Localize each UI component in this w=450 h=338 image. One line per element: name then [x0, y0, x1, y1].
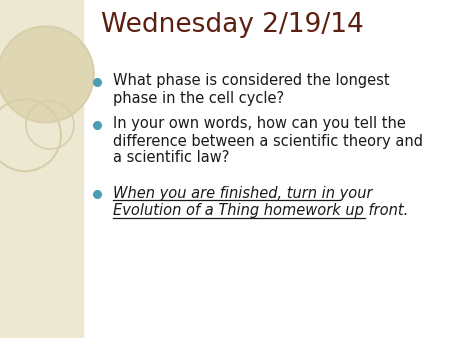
Text: When you are finished, turn in your: When you are finished, turn in your	[113, 186, 373, 201]
Text: Wednesday 2/19/14: Wednesday 2/19/14	[101, 12, 364, 38]
Text: phase in the cell cycle?: phase in the cell cycle?	[113, 91, 284, 106]
Text: a scientific law?: a scientific law?	[113, 150, 230, 165]
Text: Evolution of a Thing homework up front.: Evolution of a Thing homework up front.	[113, 203, 409, 218]
Text: What phase is considered the longest: What phase is considered the longest	[113, 73, 390, 89]
Text: difference between a scientific theory and: difference between a scientific theory a…	[113, 134, 423, 149]
Text: In your own words, how can you tell the: In your own words, how can you tell the	[113, 116, 406, 131]
Circle shape	[0, 26, 94, 122]
Bar	[0, 0, 83, 338]
